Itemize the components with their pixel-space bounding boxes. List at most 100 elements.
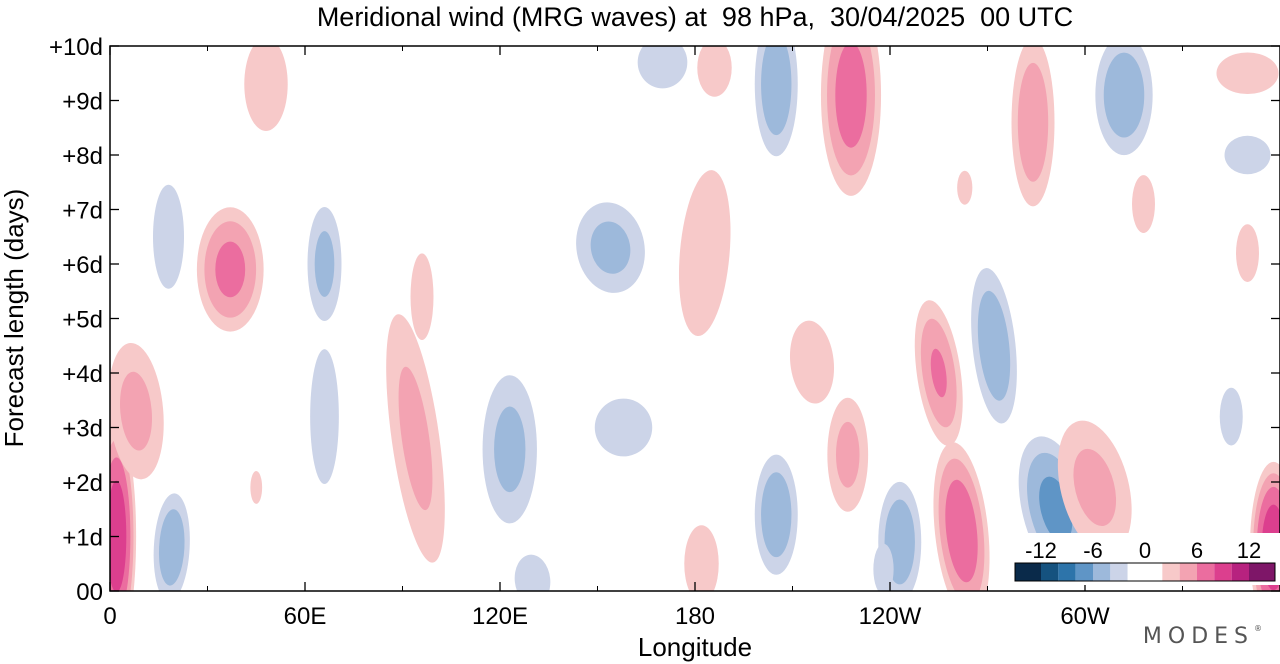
contour-level-neg-4 xyxy=(590,221,631,274)
feature-negative-27 xyxy=(971,268,1017,424)
chart-title: Meridional wind (MRG waves) at 98 hPa, 3… xyxy=(316,2,1074,32)
contour-level-6 xyxy=(215,241,246,298)
y-tick-label: +4d xyxy=(62,361,103,388)
feature-positive-4 xyxy=(196,207,264,332)
contour-level-neg-2 xyxy=(1219,387,1243,446)
y-tick-label: +1d xyxy=(62,525,103,552)
contour-level-2 xyxy=(1236,224,1259,282)
colorbar-label: 6 xyxy=(1191,538,1203,563)
colorbar-swatch xyxy=(1075,563,1093,581)
y-tick-label: +6d xyxy=(62,252,103,279)
feature-negative-11 xyxy=(482,375,537,524)
feature-negative-3 xyxy=(153,493,190,591)
contour-level-neg-4 xyxy=(977,290,1011,401)
x-tick-label: 60E xyxy=(284,603,327,630)
colorbar-swatch xyxy=(1179,563,1197,581)
feature-positive-17 xyxy=(684,525,719,591)
colorbar-swatch xyxy=(1214,563,1232,581)
x-tick-label: 180 xyxy=(675,603,715,630)
contour-level-6 xyxy=(930,348,947,398)
colorbar-swatch xyxy=(1015,563,1041,581)
feature-positive-22 xyxy=(827,397,869,512)
feature-positive-9 xyxy=(386,314,445,563)
contour-level-2 xyxy=(244,46,288,131)
contour-level-neg-4 xyxy=(761,472,792,558)
x-tick-label: 60W xyxy=(1060,603,1110,630)
contour-level-neg-2 xyxy=(152,184,185,289)
y-tick-label: +7d xyxy=(62,198,103,225)
feature-negative-39 xyxy=(873,543,894,591)
colorbar: -12 -6 0 6 12 xyxy=(1011,533,1280,585)
contour-level-neg-2 xyxy=(310,349,339,485)
feature-positive-1 xyxy=(110,342,164,480)
contour-level-2 xyxy=(684,525,719,591)
contour-level-2 xyxy=(678,170,731,337)
logo-text: MODES xyxy=(1142,624,1254,649)
contour-level-6 xyxy=(835,46,867,148)
colorbar-swatch xyxy=(1162,563,1180,581)
x-tick-label: 120E xyxy=(472,603,528,630)
contour-level-2 xyxy=(250,470,263,504)
feature-positive-10 xyxy=(410,253,434,341)
feature-positive-35 xyxy=(1216,52,1279,95)
contour-level-neg-2 xyxy=(514,554,551,591)
contour-level-4 xyxy=(835,421,860,488)
feature-positive-18 xyxy=(697,46,732,97)
y-axis-label: Forecast length (days) xyxy=(0,188,29,448)
colorbar-label: -6 xyxy=(1083,538,1103,563)
feature-negative-19 xyxy=(754,46,798,157)
contour-features xyxy=(110,46,1280,591)
feature-positive-21 xyxy=(789,320,835,404)
contour-level-neg-2 xyxy=(1224,135,1271,175)
contour-level-2 xyxy=(957,170,973,205)
feature-positive-38 xyxy=(957,170,973,205)
feature-positive-23 xyxy=(820,46,882,196)
feature-negative-14 xyxy=(637,46,688,89)
y-tick-label: +5d xyxy=(62,307,103,334)
feature-negative-37 xyxy=(1219,387,1243,446)
x-tick-label: 120W xyxy=(859,603,922,630)
colorbar-frame xyxy=(1014,562,1276,582)
feature-negative-34 xyxy=(1224,135,1271,175)
feature-negative-8 xyxy=(310,349,339,485)
axes: 0 60E 120E 180 120W 60W 00 +1d +2d +3d +4d +5d +6d +7… xyxy=(49,34,1280,630)
contour-level-neg-4 xyxy=(494,406,526,493)
colorbar-swatch xyxy=(1058,563,1076,581)
feature-negative-2 xyxy=(152,184,185,289)
colorbar-swatch xyxy=(1197,563,1215,581)
colorbar-swatch xyxy=(1127,563,1163,581)
colorbar-swatch xyxy=(1231,563,1249,581)
contour-level-neg-2 xyxy=(594,398,653,457)
feature-negative-15 xyxy=(514,554,551,591)
contour-level-4 xyxy=(1073,448,1117,527)
contour-level-8 xyxy=(110,480,127,591)
contour-level-6 xyxy=(945,479,978,583)
contour-level-4 xyxy=(119,371,153,451)
contour-level-neg-4 xyxy=(761,46,792,136)
contour-level-neg-2 xyxy=(873,543,894,591)
feature-negative-7 xyxy=(307,207,342,321)
y-tick-label: 00 xyxy=(76,579,103,606)
contour-level-2 xyxy=(1216,52,1279,95)
colorbar-label: -12 xyxy=(1025,538,1057,563)
feature-positive-30 xyxy=(1011,46,1055,207)
feature-negative-13 xyxy=(594,398,653,457)
colorbar-swatch xyxy=(1041,563,1059,581)
modes-logo: MODES® xyxy=(1142,624,1262,649)
contour-level-2 xyxy=(410,253,434,341)
contour-level-neg-2 xyxy=(637,46,688,89)
feature-negative-12 xyxy=(576,202,645,293)
feature-positive-5 xyxy=(244,46,288,131)
contour-level-2 xyxy=(789,320,835,404)
y-tick-label: +2d xyxy=(62,470,103,497)
colorbar-label: 0 xyxy=(1139,538,1151,563)
y-tick-label: +9d xyxy=(62,89,103,116)
contour-level-neg-4 xyxy=(314,231,335,297)
feature-positive-25 xyxy=(933,442,990,591)
y-tick-label: +8d xyxy=(62,143,103,170)
feature-positive-16 xyxy=(678,170,731,337)
feature-positive-6 xyxy=(250,470,263,504)
y-tick-label: +10d xyxy=(49,34,103,61)
x-tick-label: 0 xyxy=(103,603,116,630)
